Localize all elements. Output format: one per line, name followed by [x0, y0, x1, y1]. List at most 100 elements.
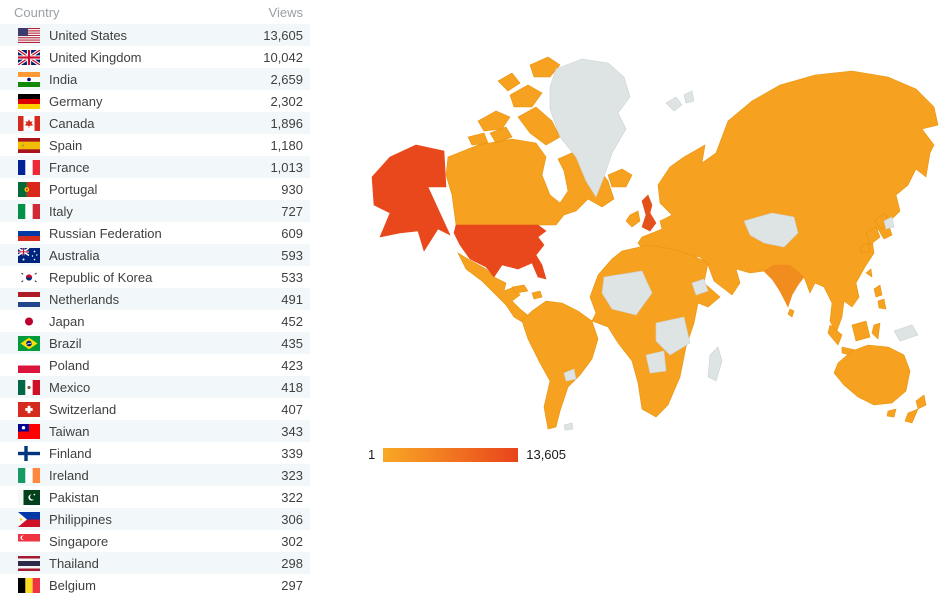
- map-region-mexico-central-america[interactable]: [457, 252, 531, 324]
- country-flag-icon: [18, 225, 40, 241]
- table-row: Belgium 297: [0, 574, 310, 596]
- map-region-united-states[interactable]: [371, 144, 547, 280]
- table-row: Finland 339: [0, 442, 310, 464]
- map-region-madagascar[interactable]: [707, 346, 723, 382]
- country-name: Switzerland: [49, 401, 117, 417]
- country-views-table: Country Views United States 13,605 Unite…: [0, 0, 310, 596]
- map-region-taiwan-philippines[interactable]: [865, 268, 887, 310]
- country-name: Mexico: [49, 379, 91, 395]
- map-region-central-asia[interactable]: [743, 212, 895, 248]
- country-name: United States: [49, 27, 128, 43]
- table-row: Netherlands 491: [0, 288, 310, 310]
- country-name: Germany: [49, 93, 103, 109]
- map-region-united-kingdom[interactable]: [641, 194, 657, 232]
- map-region-new-zealand[interactable]: [904, 394, 927, 424]
- country-flag-icon: [18, 401, 40, 417]
- map-region-ireland[interactable]: [625, 210, 641, 228]
- map-region-africa[interactable]: [589, 244, 721, 418]
- map-region-greenland[interactable]: [549, 58, 631, 198]
- map-region-falklands[interactable]: [563, 422, 574, 431]
- table-row: Australia 593: [0, 244, 310, 266]
- table-row: Portugal 930: [0, 178, 310, 200]
- map-region-papua-new-guinea[interactable]: [893, 324, 919, 342]
- table-row: United States 13,605: [0, 24, 310, 46]
- views-column-header: Views: [268, 4, 303, 20]
- table-row: Ireland 323: [0, 464, 310, 486]
- country-flag-icon: [18, 291, 40, 307]
- country-name: Thailand: [49, 555, 99, 571]
- legend-max-value: 13,605: [526, 447, 566, 462]
- table-row: Japan 452: [0, 310, 310, 332]
- views-value: 1,896: [270, 115, 303, 131]
- map-region-india[interactable]: [763, 264, 805, 308]
- country-name: Italy: [49, 203, 73, 219]
- map-region-caribbean[interactable]: [511, 284, 543, 300]
- views-value: 533: [281, 269, 303, 285]
- country-name: Taiwan: [49, 423, 90, 439]
- table-row: Poland 423: [0, 354, 310, 376]
- views-value: 418: [281, 379, 303, 395]
- table-row: Spain 1,180: [0, 134, 310, 156]
- country-name: United Kingdom: [49, 49, 142, 65]
- country-name: Japan: [49, 313, 85, 329]
- country-flag-icon: [18, 137, 40, 153]
- country-flag-icon: [18, 555, 40, 571]
- country-name: Spain: [49, 137, 83, 153]
- views-value: 609: [281, 225, 303, 241]
- map-legend: 1 13,605: [368, 447, 566, 462]
- table-row: Switzerland 407: [0, 398, 310, 420]
- country-flag-icon: [18, 467, 40, 483]
- views-value: 423: [281, 357, 303, 373]
- views-value: 343: [281, 423, 303, 439]
- country-flag-icon: [18, 27, 40, 43]
- table-row: France 1,013: [0, 156, 310, 178]
- table-row: Pakistan 322: [0, 486, 310, 508]
- map-region-australia[interactable]: [833, 344, 911, 418]
- country-name: Finland: [49, 445, 92, 461]
- views-value: 727: [281, 203, 303, 219]
- views-value: 298: [281, 555, 303, 571]
- legend-gradient-bar: [383, 447, 519, 462]
- views-value: 930: [281, 181, 303, 197]
- country-name: India: [49, 71, 78, 87]
- country-name: Ireland: [49, 467, 89, 483]
- country-flag-icon: [18, 489, 40, 505]
- country-flag-icon: [18, 71, 40, 87]
- map-region-svalbard[interactable]: [665, 90, 695, 112]
- views-value: 435: [281, 335, 303, 351]
- country-flag-icon: [18, 115, 40, 131]
- country-name: Netherlands: [49, 291, 120, 307]
- country-flag-icon: [18, 357, 40, 373]
- country-name: Russian Federation: [49, 225, 162, 241]
- table-row: India 2,659: [0, 68, 310, 90]
- map-region-paraguay[interactable]: [563, 368, 577, 382]
- table-body: United States 13,605 United Kingdom 10,0…: [0, 24, 310, 596]
- table-row: Singapore 302: [0, 530, 310, 552]
- map-region-iceland[interactable]: [607, 168, 633, 188]
- country-name: Poland: [49, 357, 90, 373]
- country-flag-icon: [18, 313, 40, 329]
- country-name: Australia: [49, 247, 100, 263]
- views-value: 593: [281, 247, 303, 263]
- table-row: Philippines 306: [0, 508, 310, 530]
- table-row: Germany 2,302: [0, 90, 310, 112]
- table-row: Russian Federation 609: [0, 222, 310, 244]
- country-name: Republic of Korea: [49, 269, 153, 285]
- views-value: 407: [281, 401, 303, 417]
- country-flag-icon: [18, 577, 40, 593]
- country-flag-icon: [18, 379, 40, 395]
- country-flag-icon: [18, 93, 40, 109]
- views-value: 1,180: [270, 137, 303, 153]
- map-region-south-america[interactable]: [521, 300, 599, 430]
- country-name: Canada: [49, 115, 95, 131]
- table-row: United Kingdom 10,042: [0, 46, 310, 68]
- country-name: France: [49, 159, 90, 175]
- country-name: Singapore: [49, 533, 109, 549]
- views-value: 1,013: [270, 159, 303, 175]
- table-row: Republic of Korea 533: [0, 266, 310, 288]
- map-region-africa-no-data[interactable]: [601, 270, 709, 374]
- country-flag-icon: [18, 247, 40, 263]
- table-row: Italy 727: [0, 200, 310, 222]
- views-value: 2,302: [270, 93, 303, 109]
- country-flag-icon: [18, 533, 40, 549]
